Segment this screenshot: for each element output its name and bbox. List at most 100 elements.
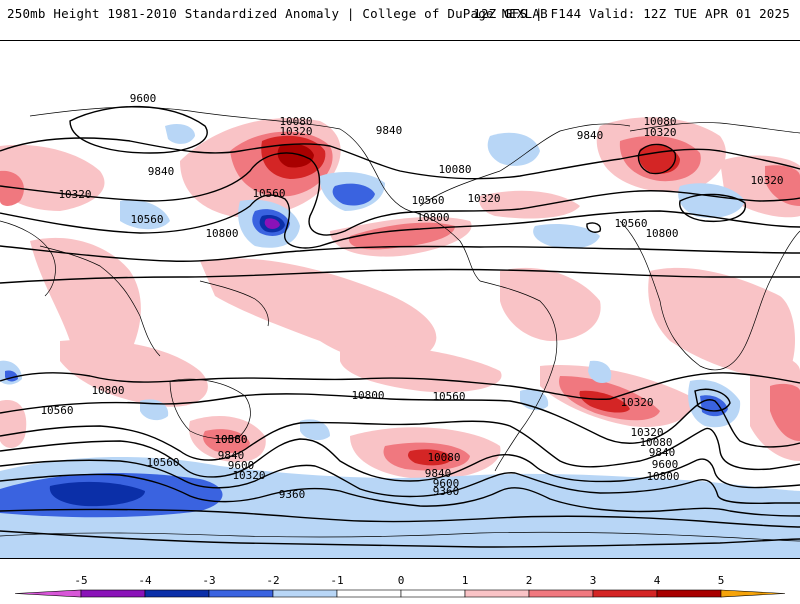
contour-label: 10800: [416, 211, 449, 224]
anomaly-region: [533, 224, 600, 249]
anomaly-region: [349, 222, 455, 250]
anomaly-region: [500, 267, 601, 341]
anomaly-map: 9600 9840 10320 10560 10080 10320 10560 10800 98…: [0, 40, 800, 559]
anomaly-region: [340, 345, 502, 393]
legend-tick-label: 0: [398, 574, 405, 587]
contour-10800: [0, 268, 800, 284]
contour-label: 10080: [427, 451, 460, 464]
contour-label: 10320: [279, 125, 312, 138]
contour-label: 10800: [351, 389, 384, 402]
contour-closed-asia: [679, 193, 746, 223]
legend-color-segment: [464, 589, 530, 598]
contour-closed-small: [586, 222, 602, 233]
positive-anomaly-strong: [261, 135, 680, 466]
legend-tick-label: -1: [330, 574, 343, 587]
contour-label: 10800: [205, 227, 238, 240]
positive-anomaly-peak: [277, 143, 314, 168]
contour-closed-southern: [694, 388, 731, 412]
contour-10320: [0, 194, 800, 249]
color-legend-canvas: -5 -4 -3 -2 -1 0 1 2 3 4 5: [14, 574, 786, 598]
contour-9600: [69, 105, 208, 154]
contour-label: 10800: [91, 384, 124, 397]
contour-label: 10080: [639, 436, 672, 449]
legend-color-segment: [272, 589, 338, 598]
contour-label: 10320: [58, 188, 91, 201]
contour-label: 9840: [649, 446, 676, 459]
contour-label: 10560: [146, 456, 179, 469]
anomaly-region: [200, 258, 437, 362]
contour-9360-lower: [0, 530, 800, 548]
coastline: [619, 220, 800, 371]
anomaly-region: [638, 145, 680, 174]
anomaly-region: [579, 390, 630, 413]
legend-tick-label: 4: [654, 574, 661, 587]
anomaly-region: [479, 190, 580, 219]
contour-label: 9840: [425, 467, 452, 480]
contour-label: 9840: [148, 165, 175, 178]
anomaly-region: [203, 429, 250, 453]
negative-anomaly-peak: [264, 218, 280, 229]
coastline: [39, 245, 161, 357]
legend-color-segment: [400, 589, 466, 598]
contour-label: 10560: [214, 433, 247, 446]
contour-label: 10560: [432, 390, 465, 403]
contour-label: 10320: [643, 126, 676, 139]
contour-label: 10560: [130, 213, 163, 226]
contour-label: 10560: [411, 194, 444, 207]
anomaly-region: [770, 383, 800, 441]
map-canvas: 9600984010320105601008010320105601080098…: [0, 41, 800, 558]
anomaly-region: [487, 132, 540, 166]
anomaly-region: [765, 165, 800, 206]
contour-label: 10560: [252, 187, 285, 200]
contour-label: 10560: [614, 217, 647, 230]
anomaly-region: [120, 199, 170, 230]
contour-label: 10320: [630, 426, 663, 439]
contour-label: 10080: [438, 163, 471, 176]
legend-tick-label: -3: [202, 574, 215, 587]
contour-label: 10560: [40, 404, 73, 417]
contour-label: 9360: [279, 488, 306, 501]
contour-labels: 9600984010320105601008010320105601080098…: [40, 92, 783, 501]
contour-label: 10800: [645, 227, 678, 240]
contour-9840-south: [0, 459, 800, 505]
contour-label: 9600: [652, 458, 679, 471]
contour-10320-south: [0, 420, 800, 471]
legend-tick-label: -4: [138, 574, 152, 587]
legend-color-segment: [656, 589, 722, 598]
legend-tick-label: 2: [526, 574, 533, 587]
contour-label: 10080: [279, 115, 312, 128]
contour-10080: [0, 152, 800, 236]
contour-label: 9600: [228, 459, 255, 472]
contour-label: 10800: [646, 470, 679, 483]
legend-color-segment: [144, 589, 210, 598]
legend-color-segment: [80, 589, 146, 598]
map-title: 250mb Height 1981-2010 Standardized Anom…: [7, 6, 548, 21]
contour-10800-south: [0, 372, 800, 400]
legend-tick-label: -2: [266, 574, 279, 587]
legend-color-segment: [720, 589, 786, 598]
contour-label: 10320: [750, 174, 783, 187]
contour-label: 9600: [130, 92, 157, 105]
legend-color-segments: [14, 589, 786, 598]
coastline: [629, 122, 800, 134]
legend-tick-label: -5: [74, 574, 87, 587]
legend-color-segment: [14, 589, 82, 598]
contour-label: 9600: [433, 477, 460, 490]
contour-label: 9840: [218, 449, 245, 462]
contour-label: 10080: [643, 115, 676, 128]
coastline: [199, 280, 269, 327]
legend-tick-label: 3: [590, 574, 597, 587]
legend-color-segment: [208, 589, 274, 598]
anomaly-region: [407, 449, 452, 466]
contour-9600-south: [0, 473, 800, 517]
model-run-info: 12Z GFS | F144 Valid: 12Z TUE APR 01 202…: [473, 6, 790, 21]
contour-label: 10320: [467, 192, 500, 205]
anomaly-region: [332, 183, 375, 206]
anomaly-region: [648, 267, 795, 381]
anomaly-region: [165, 124, 195, 144]
contour-label: 10320: [232, 469, 265, 482]
coastline: [169, 378, 251, 440]
legend-color-segment: [336, 589, 402, 598]
anomaly-region: [49, 481, 145, 507]
contour-10080-south: [0, 438, 800, 489]
